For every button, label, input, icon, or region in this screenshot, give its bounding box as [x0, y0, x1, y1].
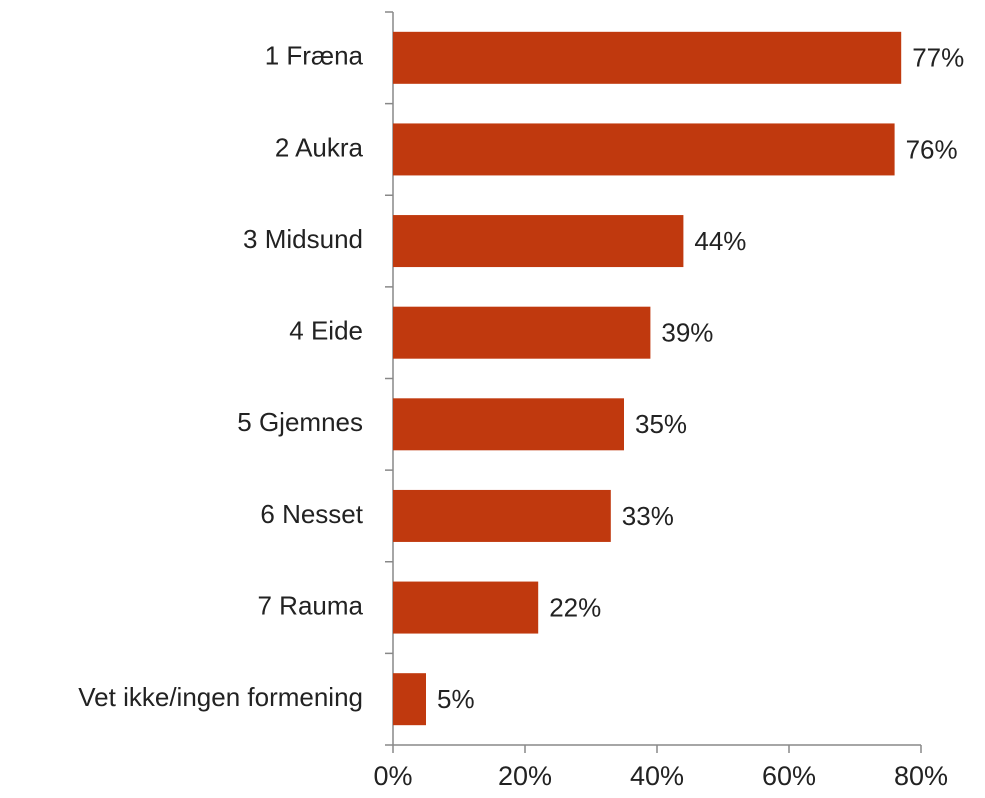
- value-label: 39%: [661, 318, 713, 348]
- value-label: 22%: [549, 592, 601, 622]
- bar: [393, 489, 611, 542]
- bar: [393, 673, 426, 726]
- x-tick-label: 40%: [630, 761, 684, 791]
- value-label: 76%: [906, 134, 958, 164]
- value-label: 35%: [635, 409, 687, 439]
- value-label: 77%: [912, 43, 964, 73]
- bar: [393, 581, 539, 634]
- category-label: 6 Nesset: [260, 499, 363, 529]
- category-label: 3 Midsund: [243, 224, 363, 254]
- value-label: 33%: [622, 501, 674, 531]
- value-label: 44%: [694, 226, 746, 256]
- category-label: 4 Eide: [289, 316, 363, 346]
- x-tick-label: 0%: [373, 761, 412, 791]
- bar: [393, 31, 902, 84]
- bar: [393, 215, 684, 268]
- x-tick-label: 60%: [762, 761, 816, 791]
- category-label: 5 Gjemnes: [237, 407, 363, 437]
- category-label: 2 Aukra: [275, 132, 364, 162]
- x-tick-label: 80%: [894, 761, 948, 791]
- bar: [393, 123, 895, 176]
- category-label: 7 Rauma: [258, 590, 364, 620]
- x-tick-label: 20%: [498, 761, 552, 791]
- category-label: Vet ikke/ingen formening: [78, 682, 363, 712]
- category-label: 1 Fræna: [265, 41, 364, 71]
- bar: [393, 398, 624, 451]
- bar: [393, 306, 651, 359]
- value-label: 5%: [437, 684, 475, 714]
